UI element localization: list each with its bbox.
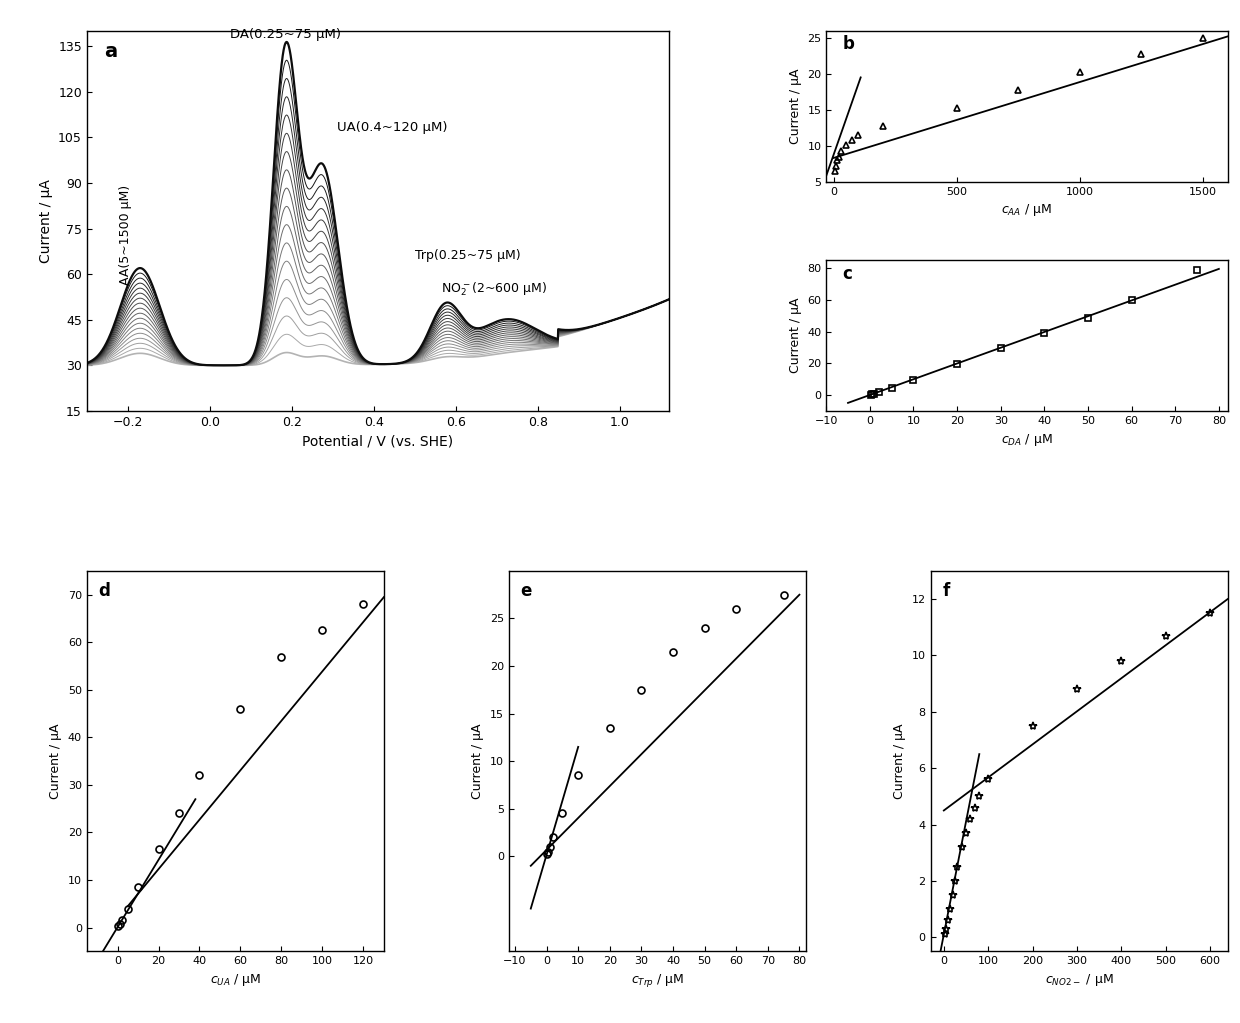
Y-axis label: Current / μA: Current / μA <box>50 723 62 799</box>
Y-axis label: Current / μA: Current / μA <box>471 723 484 799</box>
Text: Trp(0.25~75 μM): Trp(0.25~75 μM) <box>414 249 521 262</box>
Text: a: a <box>104 42 118 61</box>
X-axis label: $c_{Trp}$ / μM: $c_{Trp}$ / μM <box>630 972 684 989</box>
Text: d: d <box>99 582 110 601</box>
X-axis label: Potential / V (vs. SHE): Potential / V (vs. SHE) <box>303 435 454 448</box>
X-axis label: $c_{DA}$ / μM: $c_{DA}$ / μM <box>1001 432 1053 447</box>
Text: NO$_2^-$(2~600 μM): NO$_2^-$(2~600 μM) <box>441 280 547 298</box>
Text: AA(5~1500 μM): AA(5~1500 μM) <box>119 184 133 284</box>
Y-axis label: Current / μA: Current / μA <box>789 298 801 373</box>
Y-axis label: Current / μA: Current / μA <box>38 179 52 263</box>
X-axis label: $c_{AA}$ / μM: $c_{AA}$ / μM <box>1002 203 1053 218</box>
X-axis label: $c_{NO2-}$ / μM: $c_{NO2-}$ / μM <box>1045 972 1114 988</box>
Text: UA(0.4~120 μM): UA(0.4~120 μM) <box>337 121 448 134</box>
Text: e: e <box>521 582 532 601</box>
Text: f: f <box>942 582 950 601</box>
Text: DA(0.25~75 μM): DA(0.25~75 μM) <box>231 29 341 41</box>
Text: b: b <box>842 35 854 53</box>
Y-axis label: Current / μA: Current / μA <box>893 723 906 799</box>
Text: c: c <box>842 265 852 282</box>
Y-axis label: Current / μA: Current / μA <box>789 69 801 144</box>
X-axis label: $c_{UA}$ / μM: $c_{UA}$ / μM <box>210 972 260 988</box>
